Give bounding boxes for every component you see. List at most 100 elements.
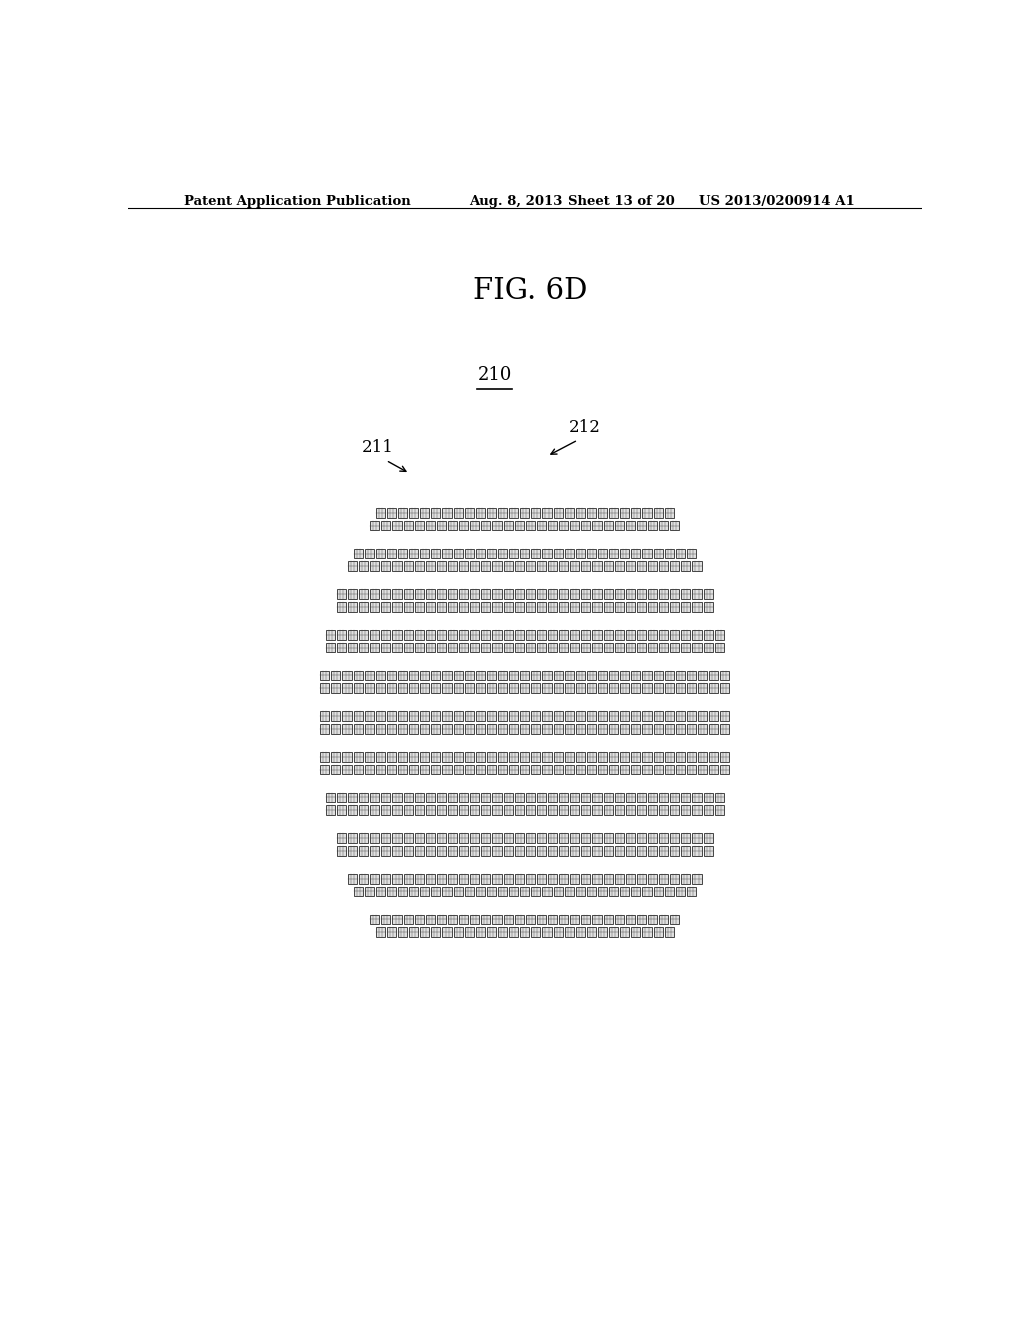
Bar xyxy=(703,805,713,814)
Bar xyxy=(593,561,601,572)
Bar xyxy=(431,725,440,734)
Bar xyxy=(621,711,630,721)
Bar xyxy=(531,725,541,734)
Bar xyxy=(609,725,618,734)
Bar xyxy=(626,643,635,652)
Bar xyxy=(603,846,612,855)
Bar xyxy=(504,846,513,855)
Bar xyxy=(587,684,596,693)
Bar xyxy=(486,887,496,896)
Bar xyxy=(564,725,573,734)
Bar xyxy=(543,752,552,762)
Bar xyxy=(410,725,418,734)
Bar xyxy=(337,602,346,611)
Bar xyxy=(403,602,413,611)
Bar xyxy=(582,630,591,640)
Bar xyxy=(459,643,468,652)
Bar xyxy=(470,833,479,843)
Bar xyxy=(709,711,718,721)
Bar xyxy=(437,630,446,640)
Bar xyxy=(582,792,591,803)
Bar xyxy=(525,846,535,855)
Bar xyxy=(337,846,346,855)
Bar xyxy=(537,589,546,599)
Bar xyxy=(398,671,408,680)
Bar xyxy=(392,602,401,611)
Bar xyxy=(637,643,646,652)
Bar xyxy=(537,630,546,640)
Bar xyxy=(442,928,452,937)
Bar xyxy=(454,711,463,721)
Bar xyxy=(548,561,557,572)
Bar xyxy=(486,508,496,517)
Text: FIG. 6D: FIG. 6D xyxy=(473,276,588,305)
Bar xyxy=(509,549,518,558)
Bar xyxy=(431,508,440,517)
Bar xyxy=(376,508,385,517)
Bar xyxy=(504,643,513,652)
Bar xyxy=(509,711,518,721)
Bar xyxy=(621,549,630,558)
Bar xyxy=(665,671,674,680)
Bar xyxy=(470,915,479,924)
Bar xyxy=(509,684,518,693)
Bar xyxy=(703,589,713,599)
Text: Patent Application Publication: Patent Application Publication xyxy=(183,195,411,209)
Bar xyxy=(392,805,401,814)
Bar xyxy=(353,725,362,734)
Bar xyxy=(371,630,379,640)
Bar xyxy=(476,764,485,775)
Bar xyxy=(543,508,552,517)
Bar xyxy=(426,643,435,652)
Bar xyxy=(614,630,624,640)
Bar xyxy=(437,561,446,572)
Bar xyxy=(498,725,507,734)
Bar xyxy=(465,752,474,762)
Bar xyxy=(515,833,524,843)
Bar xyxy=(715,805,724,814)
Bar xyxy=(454,928,463,937)
Bar xyxy=(398,764,408,775)
Bar xyxy=(321,725,330,734)
Bar xyxy=(703,630,713,640)
Bar xyxy=(659,805,669,814)
Bar xyxy=(637,521,646,531)
Bar xyxy=(442,711,452,721)
Bar xyxy=(420,711,429,721)
Bar xyxy=(564,671,573,680)
Bar xyxy=(321,711,330,721)
Bar xyxy=(614,792,624,803)
Bar xyxy=(371,602,379,611)
Bar xyxy=(665,711,674,721)
Bar xyxy=(593,874,601,883)
Bar xyxy=(326,805,335,814)
Bar xyxy=(642,928,651,937)
Bar xyxy=(637,561,646,572)
Bar xyxy=(420,684,429,693)
Bar xyxy=(431,549,440,558)
Bar xyxy=(332,764,341,775)
Bar xyxy=(465,671,474,680)
Bar xyxy=(582,643,591,652)
Bar xyxy=(575,887,585,896)
Text: Aug. 8, 2013: Aug. 8, 2013 xyxy=(469,195,562,209)
Bar xyxy=(509,887,518,896)
Bar xyxy=(392,915,401,924)
Bar xyxy=(709,752,718,762)
Bar xyxy=(381,874,390,883)
Bar xyxy=(587,725,596,734)
Bar xyxy=(676,711,685,721)
Bar xyxy=(653,711,663,721)
Bar xyxy=(692,589,701,599)
Bar xyxy=(337,630,346,640)
Bar xyxy=(632,928,640,937)
Bar xyxy=(493,602,502,611)
Bar xyxy=(626,792,635,803)
Bar xyxy=(548,643,557,652)
Bar xyxy=(403,833,413,843)
Bar xyxy=(470,846,479,855)
Bar xyxy=(465,887,474,896)
Bar xyxy=(687,671,696,680)
Bar xyxy=(632,725,640,734)
Bar xyxy=(515,630,524,640)
